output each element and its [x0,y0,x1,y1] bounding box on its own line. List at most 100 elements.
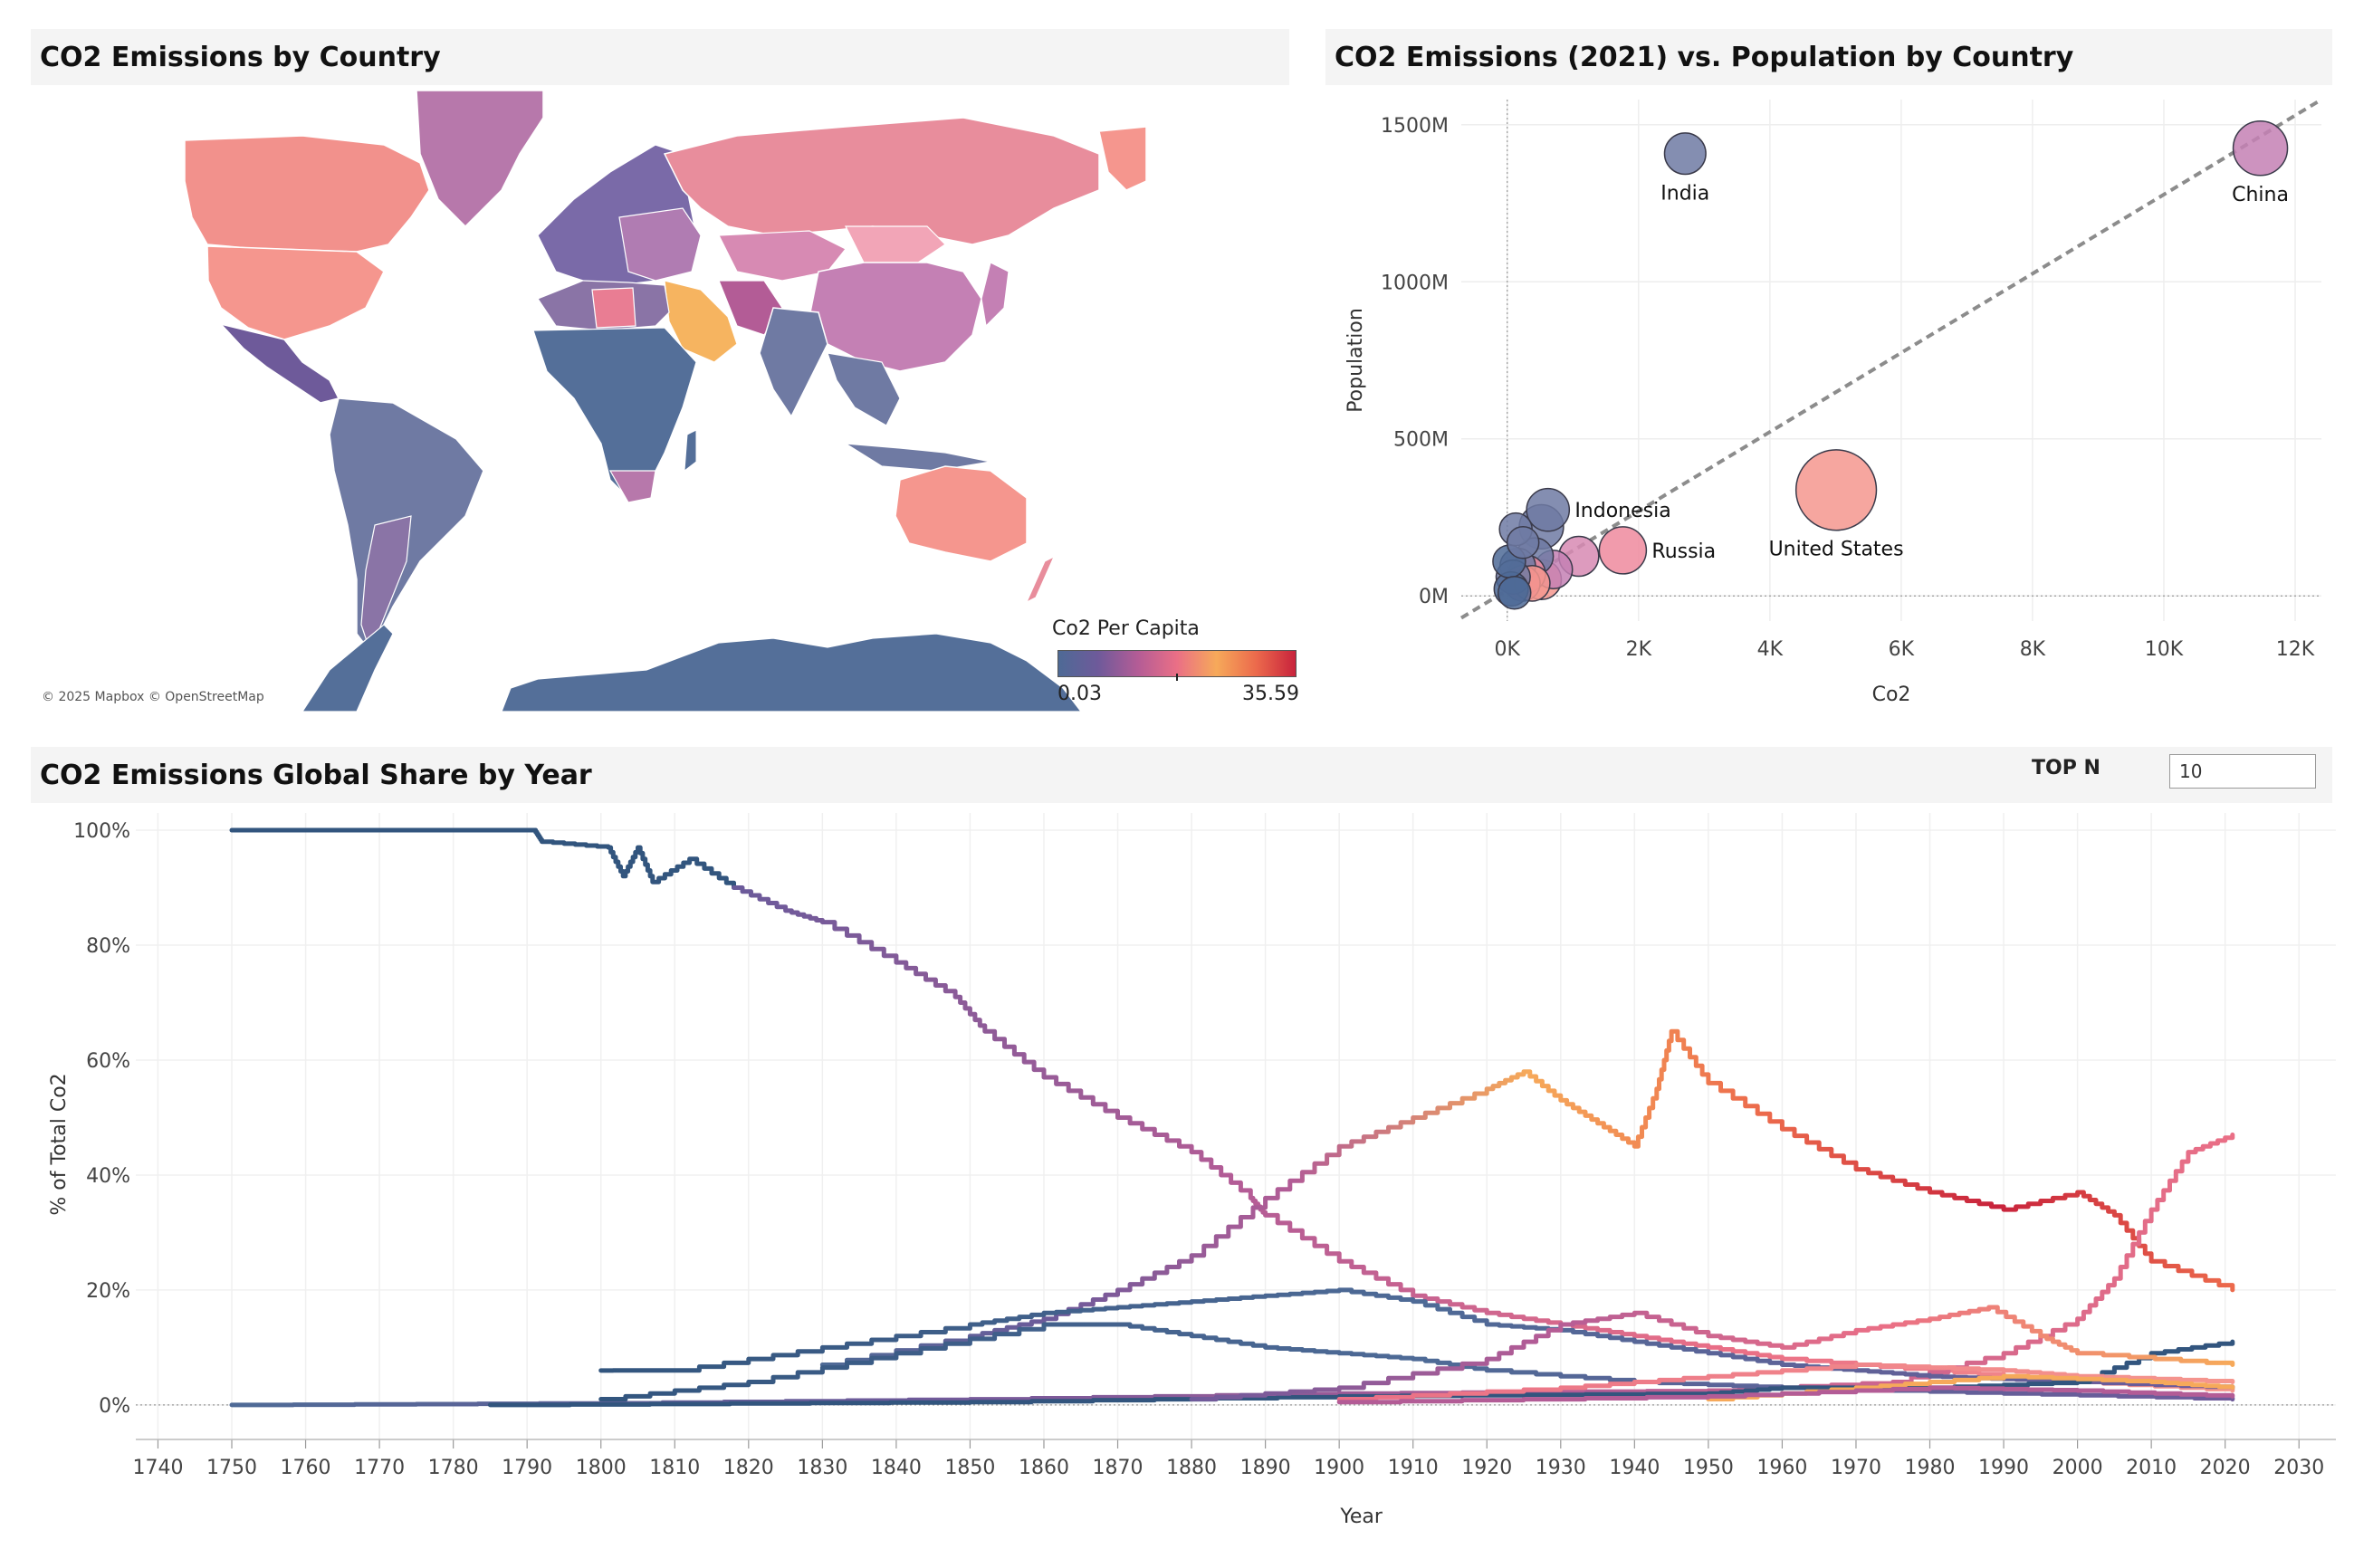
map-region-eastern-europe[interactable] [618,207,702,282]
map-country-australia[interactable] [895,465,1028,562]
line-x-tick-label: 1900 [1314,1457,1364,1479]
line-x-tick-label: 1850 [944,1457,995,1479]
line-x-tick-label: 1890 [1240,1457,1291,1479]
map-country-iran[interactable] [718,280,783,336]
line-x-tick-label: 1960 [1756,1457,1807,1479]
map-country-south-africa[interactable] [608,470,656,503]
line-y-tick-label: 80% [86,935,130,958]
scatter-x-axis-label: Co2 [1872,684,1911,706]
line-x-tick-label: 2030 [2273,1457,2324,1479]
map-country-usa[interactable] [206,245,385,340]
map-region-russia-east[interactable] [1098,126,1146,191]
line-series [819,1028,2235,1367]
color-legend-bar [1057,650,1297,677]
scatter-x-tick-label: 0K [1495,638,1521,661]
line-x-tick-label: 1760 [281,1457,331,1479]
line-x-tick-label: 2010 [2126,1457,2177,1479]
scatter-point [1526,487,1571,532]
map-country-madagascar[interactable] [684,429,697,473]
scatter-point-label: India [1660,182,1709,205]
line-y-tick-label: 40% [86,1165,130,1188]
line-x-tick-label: 1990 [1978,1457,2029,1479]
legend-marker [1176,674,1178,681]
line-chart[interactable]: 1740 1750 1760 1770 1780 1790 1800 1810 1820 1830… [0,806,2354,1568]
map-country-indonesia[interactable] [845,443,991,472]
line-x-tick-label: 1880 [1166,1457,1217,1479]
scatter-y-tick-label: 1000M [1381,272,1449,294]
line-x-tick-label: 1750 [206,1457,257,1479]
line-x-tick-label: 1800 [576,1457,627,1479]
line-x-tick-label: 1930 [1536,1457,1586,1479]
line-series [1189,1305,2235,1402]
scatter-x-tick-label: 12K [2276,638,2315,661]
line-series [1336,1385,2235,1405]
map-region-antarctic-peninsula[interactable] [301,624,394,712]
topn-label: TOP N [2032,757,2100,779]
scatter-point [1598,526,1648,575]
topn-input[interactable] [2169,754,2316,789]
line-x-tick-label: 1920 [1461,1457,1512,1479]
map-country-canada[interactable] [184,135,430,253]
line-x-tick-label: 1950 [1683,1457,1734,1479]
legend-max-label: 35.59 [1242,683,1299,705]
map-country-mongolia[interactable] [845,225,946,263]
scatter-point [1794,449,1878,531]
map-copyright: © 2025 Mapbox © OpenStreetMap [42,690,264,704]
line-x-tick-label: 1870 [1093,1457,1144,1479]
scatter-point [1663,132,1707,176]
line-x-tick-label: 1770 [354,1457,405,1479]
line-x-tick-label: 1840 [871,1457,922,1479]
choropleth-map[interactable] [31,91,1146,712]
line-x-tick-label: 1860 [1019,1457,1069,1479]
line-x-tick-label: 1740 [132,1457,183,1479]
scatter-point-label: China [2232,184,2289,206]
line-x-tick-label: 1980 [1905,1457,1956,1479]
map-panel-title: CO2 Emissions by Country [31,29,1289,85]
line-y-axis-label: % of Total Co2 [48,1073,71,1215]
map-country-saudi-arabia[interactable] [664,280,738,363]
scatter-trend-line [1459,98,2323,620]
line-x-tick-label: 2020 [2200,1457,2251,1479]
map-region-southeast-asia[interactable] [827,352,901,426]
line-x-tick-label: 1970 [1831,1457,1881,1479]
line-y-tick-label: 60% [86,1050,130,1073]
scatter-point [1506,525,1540,559]
line-x-tick-label: 1830 [797,1457,847,1479]
scatter-x-tick-label: 10K [2145,638,2184,661]
scatter-y-tick-label: 0M [1419,586,1449,608]
map-country-greenland[interactable] [416,91,544,228]
scatter-point-label: Indonesia [1574,500,1670,522]
scatter-y-axis-label: Population [1344,308,1367,413]
line-y-tick-label: 20% [86,1280,130,1303]
map-region-antarctica[interactable] [501,633,1082,712]
line-x-tick-label: 2000 [2053,1457,2103,1479]
map-country-libya[interactable] [591,287,636,329]
line-x-tick-label: 1790 [502,1457,552,1479]
map-country-japan[interactable] [981,262,1010,328]
line-x-tick-label: 1780 [428,1457,479,1479]
scatter-x-tick-label: 8K [2020,638,2046,661]
scatter-x-tick-label: 4K [1757,638,1784,661]
line-x-tick-label: 1810 [649,1457,700,1479]
map-country-russia[interactable] [663,117,1100,245]
legend-title: Co2 Per Capita [1052,617,1200,640]
line-series [598,1287,2235,1391]
scatter-point [2232,120,2289,177]
scatter-panel-title: CO2 Emissions (2021) vs. Population by C… [1325,29,2332,85]
line-x-tick-label: 1940 [1609,1457,1660,1479]
scatter-chart[interactable]: 0K 2K 4K 6K 8K 10K 12K 0M 500M 1000M 1500M Co2 Popul… [1325,87,2332,712]
line-x-axis-label: Year [1339,1506,1383,1528]
scatter-y-tick-label: 500M [1393,429,1449,452]
scatter-x-tick-label: 2K [1626,638,1652,661]
scatter-point-label: Russia [1651,540,1716,563]
scatter-y-tick-label: 1500M [1381,115,1449,138]
map-country-india[interactable] [759,307,828,418]
line-x-tick-label: 1910 [1388,1457,1439,1479]
line-series [732,885,2235,1393]
map-country-new-zealand[interactable] [1025,555,1056,604]
legend-min-label: 0.03 [1057,683,1102,705]
line-x-tick-label: 1820 [723,1457,774,1479]
map-country-mexico[interactable] [218,322,340,404]
line-y-tick-label: 100% [73,820,130,843]
line-y-tick-label: 0% [99,1395,130,1418]
